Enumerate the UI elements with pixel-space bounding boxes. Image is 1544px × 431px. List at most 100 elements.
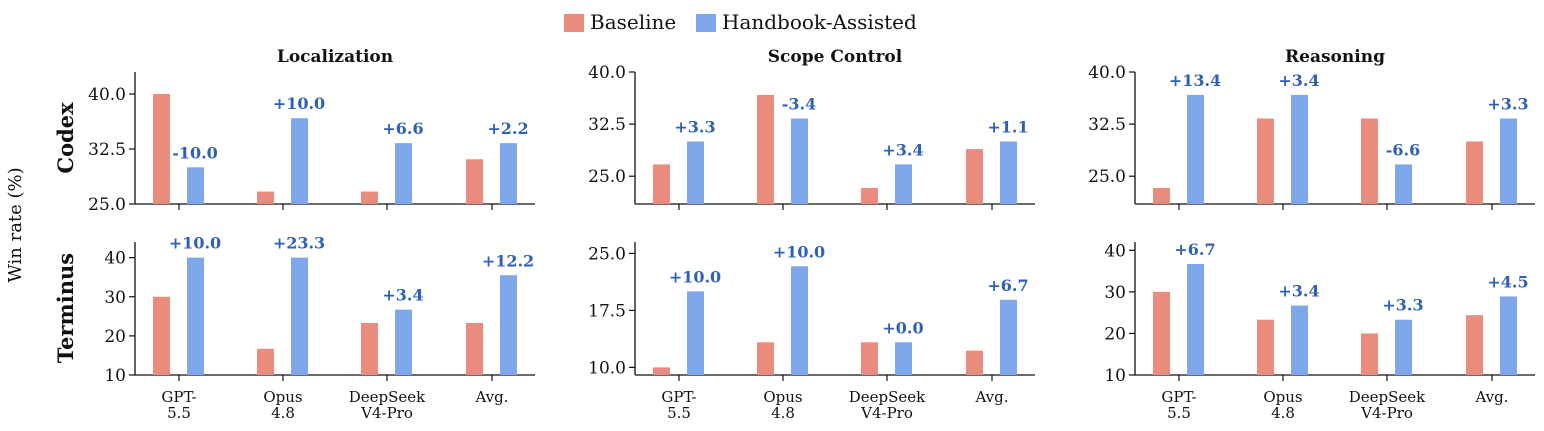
legend-label-baseline: Baseline — [590, 10, 676, 34]
x-tick-label: V4-Pro — [360, 404, 413, 422]
delta-label: +10.0 — [669, 267, 721, 286]
bar-baseline — [1257, 118, 1274, 204]
x-tick-label: 4.8 — [1271, 404, 1295, 422]
row-label-codex: Codex — [53, 102, 78, 174]
legend-swatch-baseline — [564, 14, 584, 32]
bar-baseline — [466, 322, 483, 375]
x-tick-label: 4.8 — [771, 404, 795, 422]
bar-baseline — [861, 342, 878, 375]
bar-baseline — [861, 188, 878, 204]
col-title-reasoning: Reasoning — [1285, 47, 1385, 67]
bar-baseline — [361, 322, 378, 375]
delta-label: +3.4 — [1278, 282, 1319, 301]
bar-baseline — [257, 348, 274, 375]
y-tick-label: 30 — [104, 288, 126, 308]
bar-baseline — [153, 94, 170, 204]
delta-label: +23.3 — [273, 234, 325, 253]
bar-handbook — [1000, 141, 1017, 204]
bar-baseline — [653, 367, 670, 375]
delta-label: +3.3 — [1487, 95, 1528, 114]
delta-label: +13.4 — [1169, 71, 1221, 90]
bar-handbook — [1187, 264, 1204, 375]
bar-baseline — [966, 350, 983, 375]
bar-baseline — [757, 342, 774, 375]
bar-baseline — [361, 191, 378, 204]
legend-label-handbook: Handbook-Assisted — [722, 10, 917, 34]
x-tick-label: DeepSeek — [1349, 388, 1426, 406]
bar-handbook — [1500, 296, 1517, 375]
x-tick-label: GPT- — [661, 388, 696, 406]
delta-label: +10.0 — [169, 234, 221, 253]
delta-label: +3.4 — [382, 286, 423, 305]
x-tick-label: DeepSeek — [849, 388, 926, 406]
bar-handbook — [1291, 305, 1308, 375]
y-tick-label: 40 — [104, 249, 126, 269]
delta-label: +6.7 — [987, 276, 1028, 295]
bar-handbook — [895, 342, 912, 375]
bar-handbook — [187, 257, 204, 375]
bar-handbook — [500, 143, 517, 204]
bar-handbook — [1000, 299, 1017, 375]
x-tick-label: Opus — [1263, 388, 1302, 406]
delta-label: +6.7 — [1174, 240, 1215, 259]
x-tick-label: 5.5 — [667, 404, 691, 422]
delta-label: +4.5 — [1487, 272, 1528, 291]
delta-label: +6.6 — [382, 119, 423, 138]
bar-baseline — [1466, 141, 1483, 204]
y-tick-label: 10 — [104, 366, 126, 386]
y-tick-label: 40.0 — [88, 85, 126, 105]
panel-codex-scope-control: 25.0 32.5 40.0 +3.3 -3.4 +3.4 +1.1 — [588, 63, 1035, 210]
bar-handbook — [791, 118, 808, 204]
y-tick-label: 40.0 — [588, 63, 626, 83]
bar-handbook — [291, 257, 308, 375]
bar-baseline — [1361, 333, 1378, 375]
y-tick-label: 30 — [1104, 283, 1126, 303]
delta-label: -6.6 — [1386, 140, 1420, 159]
bar-baseline — [966, 149, 983, 204]
delta-label: +3.3 — [1382, 296, 1423, 315]
legend: Baseline Handbook-Assisted — [564, 10, 917, 34]
y-tick-label: 32.5 — [1088, 115, 1126, 135]
delta-label: +2.2 — [487, 119, 528, 138]
bar-baseline — [653, 164, 670, 204]
y-tick-label: 20 — [1104, 324, 1126, 344]
x-tick-label: Avg. — [1474, 388, 1508, 406]
y-tick-label: 25.0 — [588, 167, 626, 187]
bar-baseline — [153, 296, 170, 375]
bar-handbook — [395, 143, 412, 204]
legend-swatch-handbook — [696, 14, 716, 32]
y-tick-label: 25.0 — [1088, 167, 1126, 187]
bar-baseline — [466, 159, 483, 204]
x-tick-label: GPT- — [161, 388, 196, 406]
x-tick-label: GPT- — [1161, 388, 1196, 406]
x-tick-label: DeepSeek — [349, 388, 426, 406]
bar-baseline — [1153, 291, 1170, 375]
bar-handbook — [687, 291, 704, 375]
y-tick-label: 10 — [1104, 366, 1126, 386]
bar-handbook — [1500, 118, 1517, 204]
y-tick-label: 40.0 — [1088, 63, 1126, 83]
delta-label: +0.0 — [882, 318, 923, 337]
x-tick-label: Opus — [263, 388, 302, 406]
y-tick-label: 10.0 — [588, 358, 626, 378]
y-tick-label: 25.0 — [88, 195, 126, 215]
bar-baseline — [1361, 118, 1378, 204]
y-tick-label: 17.5 — [588, 301, 626, 321]
delta-label: -3.4 — [782, 95, 816, 114]
x-tick-label: 5.5 — [167, 404, 191, 422]
y-tick-label: 32.5 — [88, 140, 126, 160]
delta-label: +10.0 — [273, 94, 325, 113]
bar-handbook — [395, 309, 412, 375]
x-tick-label: Avg. — [974, 388, 1008, 406]
delta-label: +12.2 — [482, 251, 534, 270]
bar-handbook — [791, 266, 808, 375]
bar-handbook — [1395, 319, 1412, 375]
x-tick-label: Avg. — [474, 388, 508, 406]
bar-baseline — [757, 94, 774, 204]
col-title-scope-control: Scope Control — [768, 47, 903, 67]
panel-codex-localization: 25.0 32.5 40.0 -10.0 +10.0 +6.6 +2.2 — [88, 72, 535, 215]
bar-baseline — [1153, 188, 1170, 204]
